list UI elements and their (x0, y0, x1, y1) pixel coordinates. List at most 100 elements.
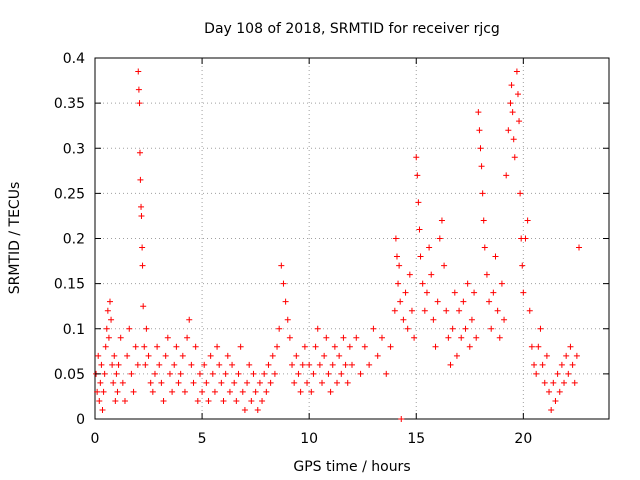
data-point (95, 352, 102, 359)
data-point (334, 379, 341, 386)
data-point (267, 379, 274, 386)
data-point (556, 388, 563, 395)
data-point (278, 262, 285, 269)
data-point (284, 316, 291, 323)
data-point (488, 325, 495, 332)
data-point (308, 388, 315, 395)
data-point (468, 316, 475, 323)
data-point (276, 325, 283, 332)
data-point (138, 203, 145, 210)
x-tick-label: 10 (300, 431, 318, 447)
data-point (438, 217, 445, 224)
data-point (224, 352, 231, 359)
data-point (408, 307, 415, 314)
data-point (211, 388, 218, 395)
data-point (464, 280, 471, 287)
data-point (117, 334, 124, 341)
data-point (216, 361, 223, 368)
data-point (203, 379, 210, 386)
data-point (99, 406, 106, 413)
data-point (114, 388, 121, 395)
data-point (573, 352, 580, 359)
data-point (314, 325, 321, 332)
data-point (561, 379, 568, 386)
data-point (398, 416, 405, 422)
data-point (539, 361, 546, 368)
data-point (391, 307, 398, 314)
x-tick-label: 15 (407, 431, 425, 447)
data-point (336, 352, 343, 359)
data-point (535, 343, 542, 350)
data-point (490, 289, 497, 296)
data-point (496, 334, 503, 341)
data-point (503, 172, 510, 179)
y-axis-label: SRMTID / TECUs (7, 182, 23, 295)
data-point (430, 316, 437, 323)
x-tick-label: 5 (198, 431, 207, 447)
data-point (537, 325, 544, 332)
data-point (143, 325, 150, 332)
data-point (546, 388, 553, 395)
data-point (271, 370, 278, 377)
data-point (101, 370, 108, 377)
data-point (274, 343, 281, 350)
data-point (286, 334, 293, 341)
data-point (104, 307, 111, 314)
data-point (299, 361, 306, 368)
data-point (349, 361, 355, 368)
axes-layer: 0 0.05 0.1 0.15 0.2 0.25 0.3 0.35 0.4 0 5 10 15 20 (54, 51, 609, 447)
y-tick-label: 0 (76, 412, 85, 428)
data-point (111, 352, 118, 359)
data-point (417, 253, 424, 260)
data-point (171, 361, 178, 368)
data-point (480, 217, 487, 224)
data-point (100, 388, 107, 395)
data-point (507, 100, 514, 107)
data-point (147, 379, 154, 386)
y-tick-label: 0.1 (63, 322, 85, 338)
data-point (462, 325, 469, 332)
data-point (246, 361, 253, 368)
data-point (269, 352, 276, 359)
data-point (310, 370, 317, 377)
data-point (543, 352, 550, 359)
data-point (325, 370, 332, 377)
data-point (250, 370, 257, 377)
data-point (192, 343, 199, 350)
y-tick-label: 0.15 (54, 277, 85, 293)
data-point (528, 343, 535, 350)
data-point (137, 176, 144, 183)
data-point (282, 298, 289, 305)
data-point (141, 343, 148, 350)
data-point (479, 190, 486, 197)
data-point (548, 406, 555, 413)
data-point (237, 343, 244, 350)
data-point (151, 370, 158, 377)
data-point (124, 352, 131, 359)
data-point (145, 352, 152, 359)
data-point (329, 361, 336, 368)
data-point (576, 244, 583, 251)
data-point (340, 334, 347, 341)
data-point (428, 271, 435, 278)
x-tick-label: 0 (91, 431, 100, 447)
data-point (128, 370, 135, 377)
data-point (387, 343, 394, 350)
y-tick-label: 0.4 (63, 51, 85, 67)
data-point (519, 262, 526, 269)
data-point (199, 388, 206, 395)
data-point (361, 343, 368, 350)
data-point (235, 370, 242, 377)
data-point (231, 379, 238, 386)
data-point (130, 388, 137, 395)
data-point (569, 361, 576, 368)
data-point (248, 397, 255, 404)
data-point (541, 379, 548, 386)
data-point (96, 397, 103, 404)
data-point (370, 325, 377, 332)
data-point (393, 253, 400, 260)
y-tick-label: 0.05 (54, 367, 85, 383)
data-point (177, 370, 184, 377)
data-point (357, 370, 364, 377)
